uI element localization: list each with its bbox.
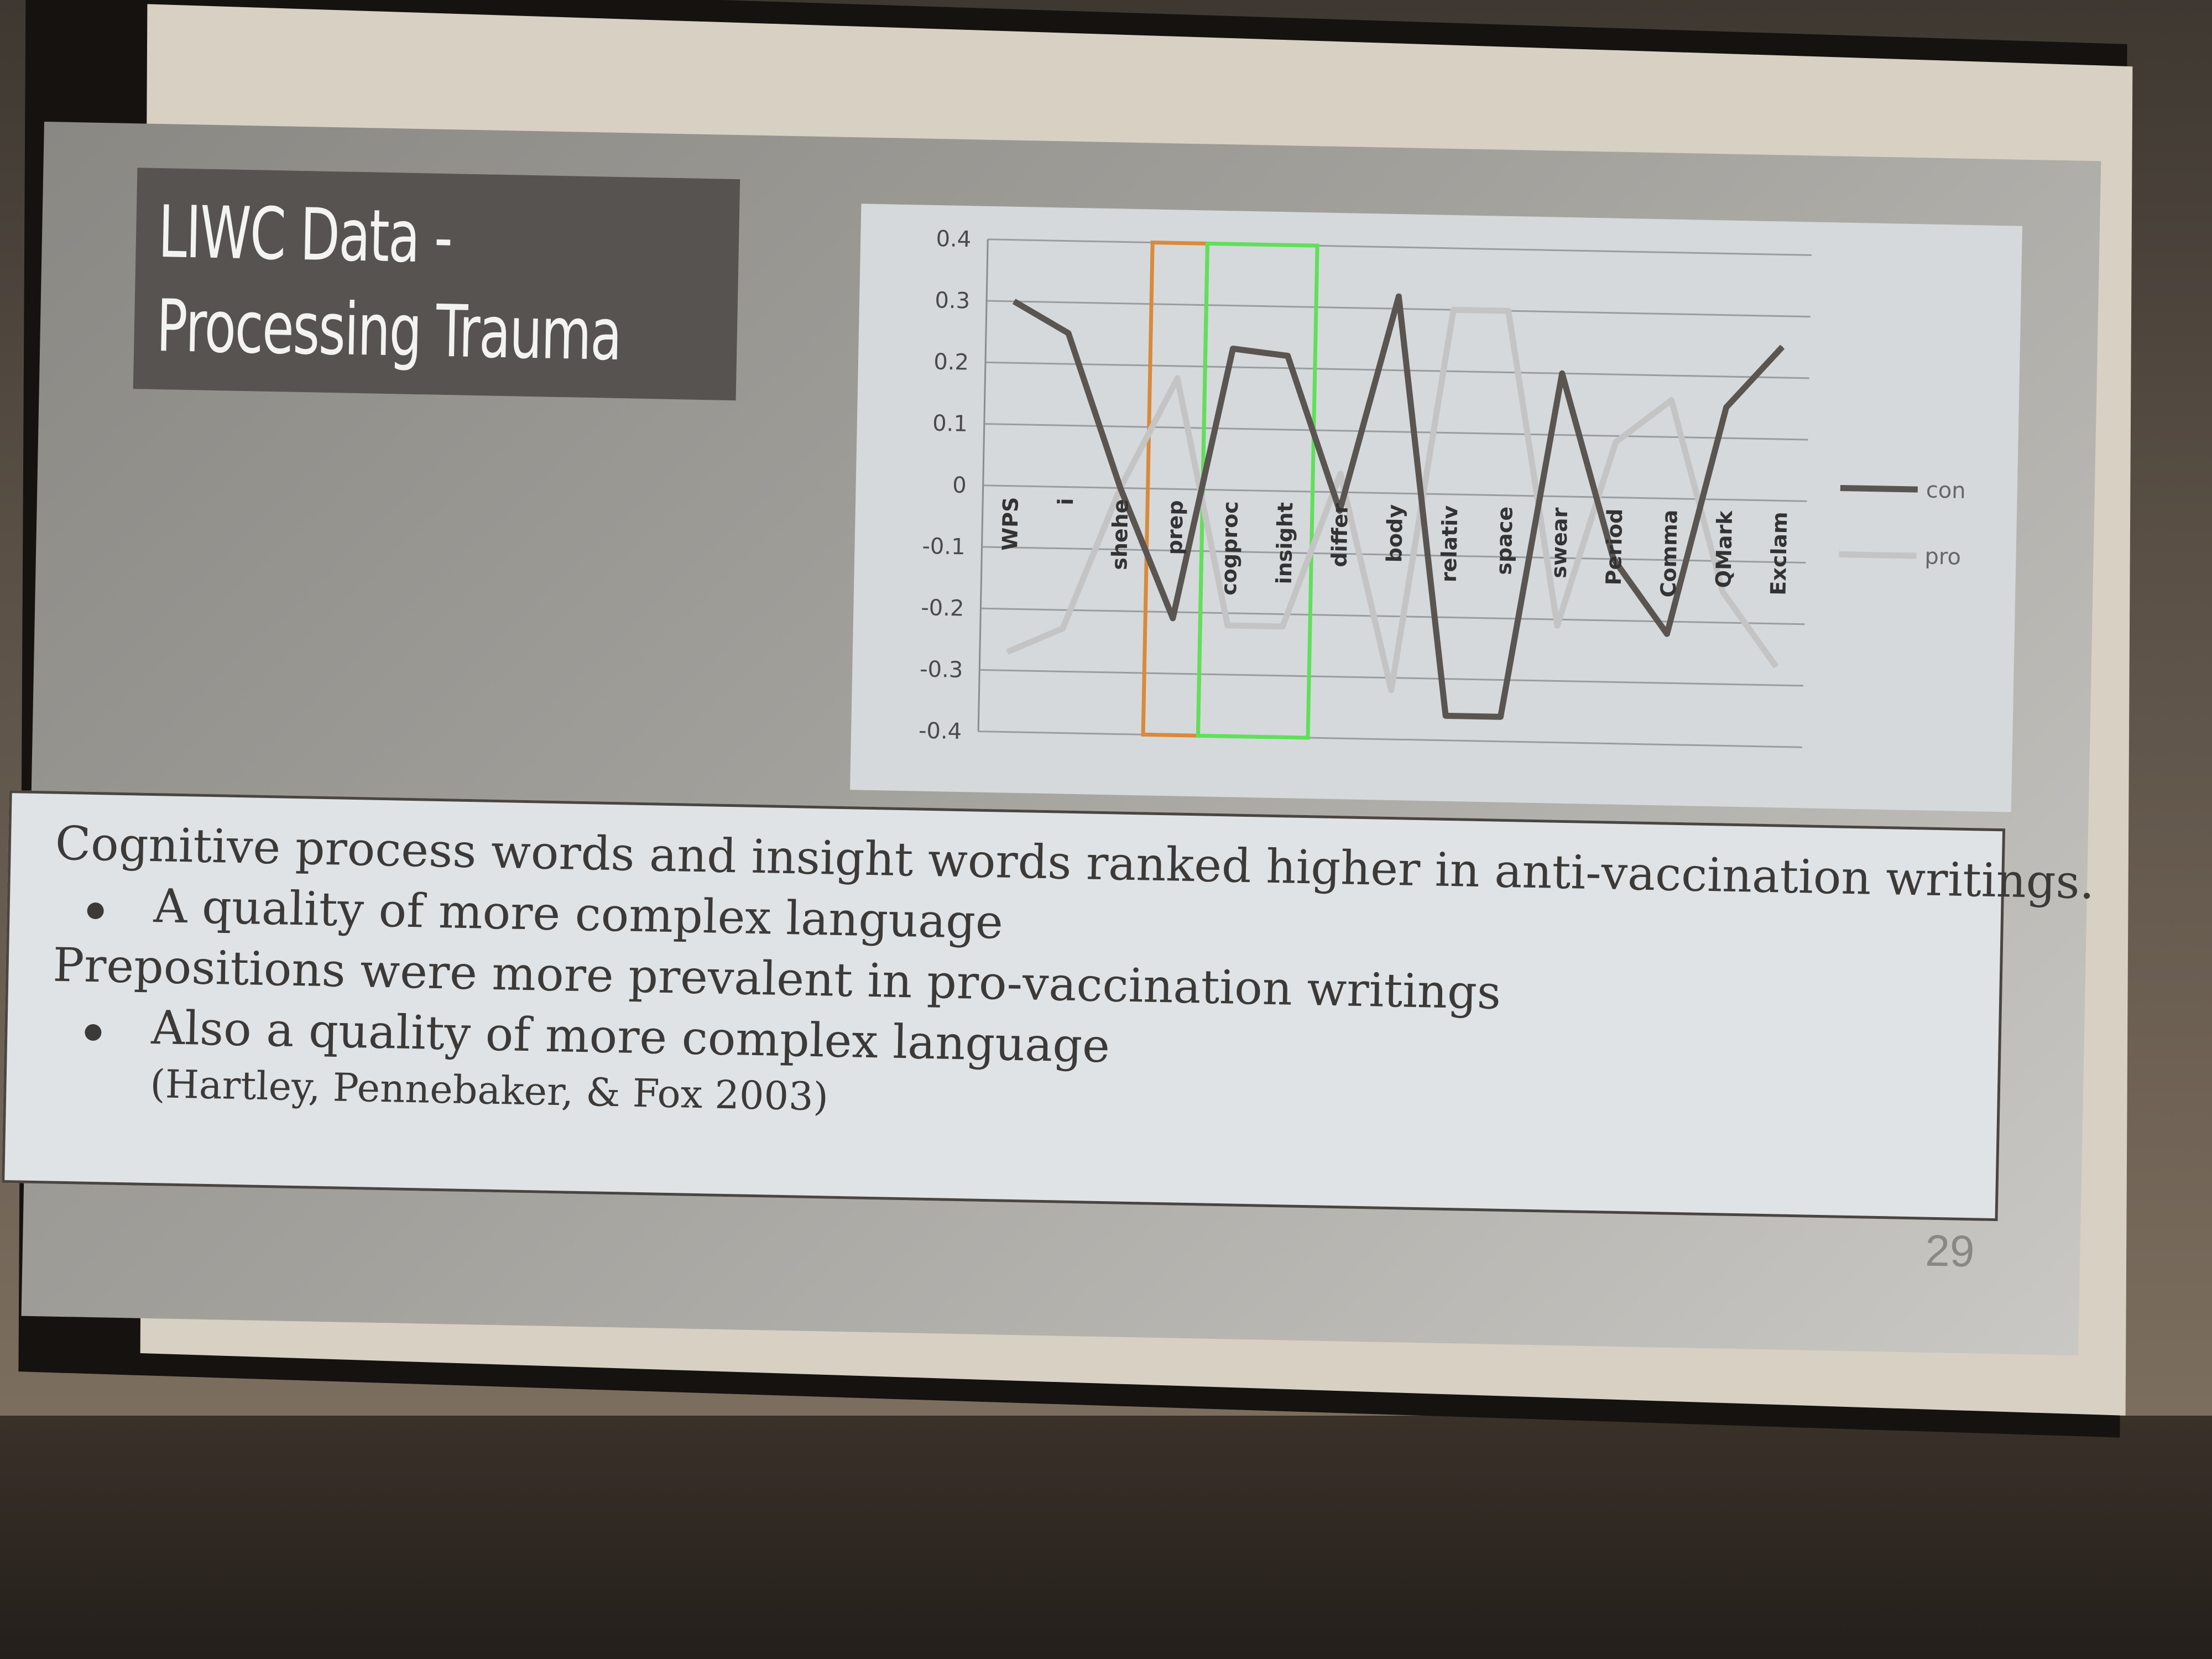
data-point-pro	[1339, 473, 1341, 474]
data-point-pro	[1775, 666, 1777, 667]
category-label: differ	[1327, 503, 1353, 567]
category-label: Period	[1601, 508, 1627, 586]
category-label: shehe	[1107, 499, 1133, 570]
category-label: insight	[1272, 502, 1298, 585]
data-point-pro	[1615, 441, 1616, 443]
slide-title: LIWC Data - Processing Trauma	[155, 185, 622, 380]
category-label: relativ	[1437, 505, 1463, 582]
slide-page-number: 29	[1924, 1225, 1975, 1276]
gridline	[983, 484, 1807, 502]
liwc-chart: 0.4 0.3 0.2 0.1 0 -0.1 -0.2 -0.3 -0.4 WPS i shehe pr…	[850, 204, 2023, 812]
category-label: prep	[1162, 500, 1188, 555]
data-point-pro	[1722, 591, 1724, 593]
data-point-pro	[1177, 378, 1178, 379]
data-point-con	[1500, 716, 1501, 718]
y-tick-label: -0.1	[922, 534, 966, 560]
bullet-dot-2	[85, 1024, 102, 1041]
citation: (Hartley, Pennebaker, & Fox 2003)	[149, 1061, 829, 1120]
gridline	[980, 607, 1805, 625]
data-point-con	[1725, 406, 1727, 408]
data-point-con	[1232, 348, 1234, 349]
category-label: body	[1382, 504, 1407, 562]
slide-title-line1: LIWC Data -	[157, 190, 453, 280]
y-tick-label: 0.1	[932, 411, 968, 437]
data-point-con	[1339, 510, 1340, 512]
data-point-con	[1613, 558, 1614, 560]
category-label: QMark	[1711, 510, 1737, 588]
legend-label-pro: pro	[1924, 544, 1961, 570]
bullet-dot-1	[87, 902, 104, 920]
legend-swatch-pro	[1839, 551, 1917, 559]
findings-text-box: Cognitive process words and insight word…	[2, 790, 2095, 1222]
presentation-slide: LIWC Data - Processing Trauma 0.4 0.3 0.2 0…	[2, 122, 2101, 1356]
y-tick-label: 0.4	[936, 226, 971, 252]
data-point-pro	[1390, 689, 1392, 691]
data-point-pro	[1227, 624, 1228, 626]
data-point-con	[1172, 617, 1173, 619]
category-label: i	[1053, 498, 1078, 505]
legend-label-con: con	[1926, 477, 1966, 503]
y-tick-label: -0.4	[919, 718, 962, 744]
y-tick-label: -0.2	[921, 595, 964, 621]
gridline	[982, 546, 1806, 564]
chart-svg: 0.4 0.3 0.2 0.1 0 -0.1 -0.2 -0.3 -0.4 WPS i shehe pr…	[919, 226, 1966, 748]
data-point-pro	[1006, 651, 1008, 653]
data-point-con	[1666, 633, 1668, 635]
y-axis	[977, 239, 989, 732]
slide-title-line2: Processing Trauma	[155, 283, 622, 377]
gridline	[985, 361, 1809, 379]
category-label: swear	[1547, 507, 1572, 578]
floor-area	[0, 1416, 2212, 1659]
y-tick-label: -0.3	[920, 656, 963, 682]
y-tick-label: 0.2	[933, 349, 969, 375]
category-label: Comma	[1656, 509, 1682, 598]
category-label: space	[1491, 506, 1517, 575]
data-point-pro	[1671, 399, 1672, 401]
data-point-con	[1561, 373, 1563, 374]
finding-bullet-1: A quality of more complex language	[153, 879, 1004, 950]
legend-swatch-con	[1840, 484, 1918, 493]
data-point-pro	[1282, 625, 1284, 627]
data-point-pro	[1062, 628, 1063, 629]
data-point-pro	[1557, 625, 1558, 627]
data-point-pro	[1453, 309, 1454, 311]
category-label: cogproc	[1217, 501, 1243, 596]
gridline	[978, 731, 1802, 748]
data-point-con	[1119, 487, 1121, 489]
data-point-con	[1013, 300, 1015, 302]
finding-bullet-2: Also a quality of more complex language	[150, 1000, 1110, 1073]
category-label: WPS	[998, 497, 1023, 551]
gridline	[988, 238, 1812, 256]
gridline	[984, 422, 1808, 441]
slide-title-box: LIWC Data - Processing Trauma	[133, 168, 740, 401]
data-point-con	[1782, 346, 1783, 348]
category-label: Exclam	[1766, 512, 1792, 596]
y-tick-label: 0.3	[935, 288, 970, 314]
data-point-pro	[1507, 310, 1509, 312]
data-point-con	[1398, 296, 1400, 298]
y-tick-label: 0	[952, 473, 967, 498]
data-point-con	[1287, 355, 1288, 357]
data-point-con	[1445, 715, 1447, 717]
data-point-con	[1067, 332, 1069, 334]
